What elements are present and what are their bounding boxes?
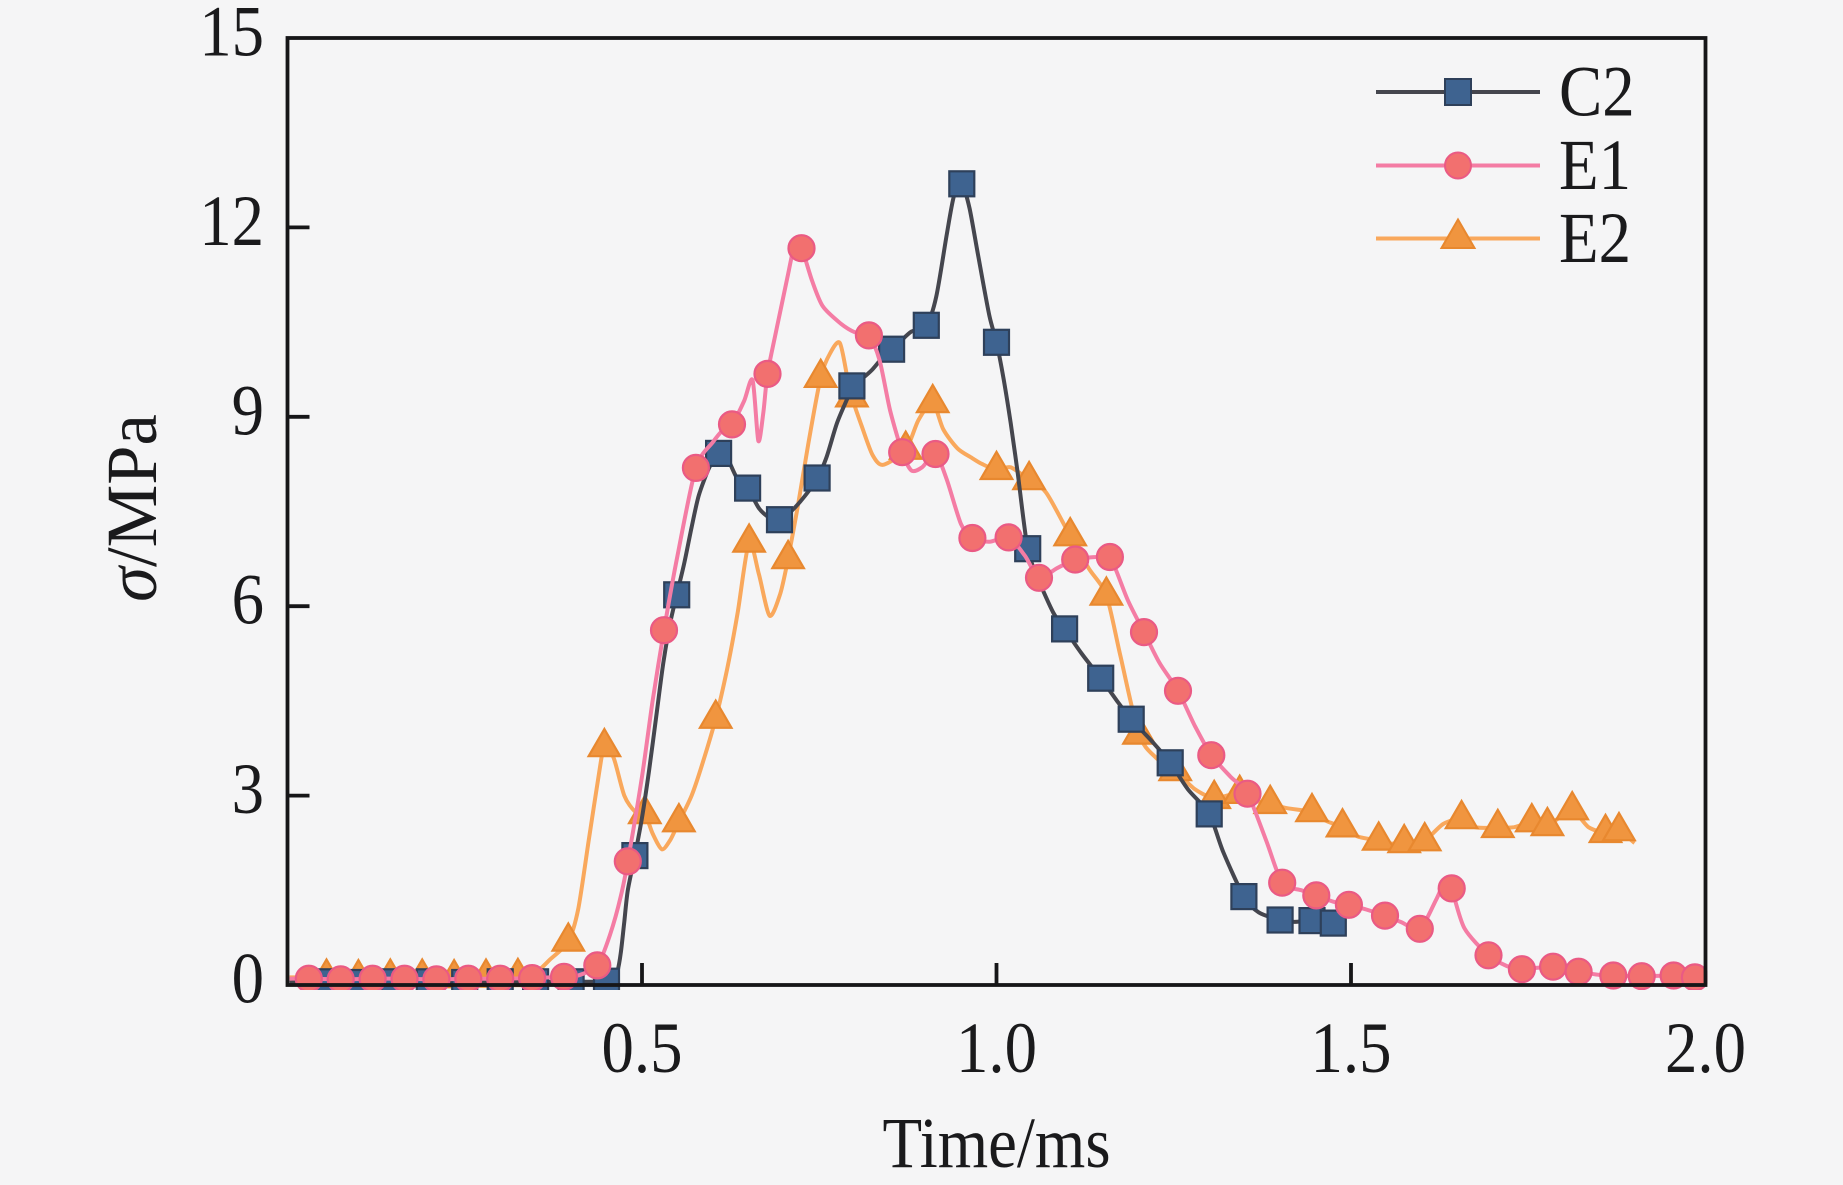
svg-text:0: 0 bbox=[232, 938, 264, 1018]
svg-text:9: 9 bbox=[232, 370, 264, 450]
svg-text:σ/MPa: σ/MPa bbox=[92, 414, 172, 602]
svg-text:12: 12 bbox=[199, 181, 264, 261]
svg-text:2.0: 2.0 bbox=[1665, 1008, 1746, 1088]
svg-text:1.0: 1.0 bbox=[956, 1008, 1037, 1088]
svg-text:0.5: 0.5 bbox=[602, 1008, 683, 1088]
svg-text:C2: C2 bbox=[1559, 51, 1635, 131]
svg-text:15: 15 bbox=[199, 0, 264, 71]
svg-text:Time/ms: Time/ms bbox=[882, 1103, 1110, 1183]
svg-text:E1: E1 bbox=[1559, 125, 1631, 205]
svg-text:6: 6 bbox=[232, 560, 264, 640]
svg-text:3: 3 bbox=[232, 749, 264, 829]
svg-text:E2: E2 bbox=[1559, 198, 1631, 278]
svg-text:1.5: 1.5 bbox=[1311, 1008, 1392, 1088]
